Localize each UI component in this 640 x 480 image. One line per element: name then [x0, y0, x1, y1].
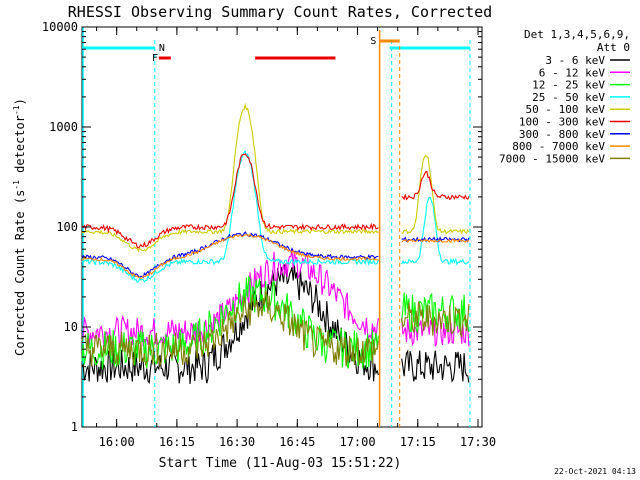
- x-tick-label: 17:30: [460, 435, 496, 449]
- series-line-8: [81, 233, 470, 280]
- legend-item-label: 800 - 7000 keV: [512, 140, 605, 153]
- y-tick-label: 1000: [49, 120, 78, 134]
- x-axis-label: Start Time (11-Aug-03 15:51:22): [159, 456, 402, 471]
- legend-item-label: 6 - 12 keV: [539, 66, 606, 79]
- x-tick-label: 16:15: [159, 435, 195, 449]
- saa-flag-label: S: [370, 36, 376, 47]
- legend-header-line-1: Det 1,3,4,5,6,9,: [524, 28, 630, 41]
- legend-item-label: 3 - 6 keV: [545, 54, 605, 67]
- axis-layer: 16:00 16:15 16:30 16:45 17:00 17:15 17:30 1 10 10…: [42, 20, 496, 449]
- series-line-5: [82, 102, 470, 253]
- y-tick-label: 10000: [42, 20, 78, 34]
- legend-item-label: 7000 - 15000 keV: [499, 152, 605, 165]
- flare-flag-label: F: [152, 53, 158, 64]
- legend-item-label: 12 - 25 keV: [532, 79, 605, 92]
- legend-item-label: 50 - 100 keV: [526, 103, 606, 116]
- series-line-1: [81, 264, 470, 385]
- series-line-9: [81, 290, 470, 368]
- plot-frame: [81, 26, 483, 428]
- y-tick-label: 100: [56, 220, 78, 234]
- legend-item-label: 300 - 800 keV: [519, 128, 605, 141]
- series-line-6: [81, 153, 470, 249]
- x-tick-label: 16:45: [279, 435, 315, 449]
- series-line-2: [81, 249, 470, 347]
- x-tick-label: 17:15: [400, 435, 436, 449]
- series-line-7: [81, 231, 470, 279]
- generation-timestamp: 22-Oct-2021 04:13: [554, 467, 636, 476]
- chart-title: RHESSI Observing Summary Count Rates, Co…: [68, 3, 492, 21]
- plot-area: NFS 16:00 16:15 16:30 16:45 17:00 17:15 17:301…: [42, 20, 496, 449]
- night-flag-label: N: [159, 43, 165, 54]
- y-axis-label: Corrected Count Rate (s-1 detector-1): [12, 98, 27, 356]
- legend-item-label: 25 - 50 keV: [532, 91, 605, 104]
- y-tick-label: 10: [64, 320, 78, 334]
- x-tick-label: 17:00: [339, 435, 375, 449]
- x-tick-label: 16:30: [219, 435, 255, 449]
- legend-item-label: 100 - 300 keV: [519, 116, 605, 129]
- series-layer: [81, 102, 470, 385]
- y-tick-label: 1: [71, 420, 78, 434]
- x-tick-label: 16:00: [99, 435, 135, 449]
- legend-header-line-2: Att 0: [597, 41, 630, 54]
- series-line-4: [81, 150, 470, 283]
